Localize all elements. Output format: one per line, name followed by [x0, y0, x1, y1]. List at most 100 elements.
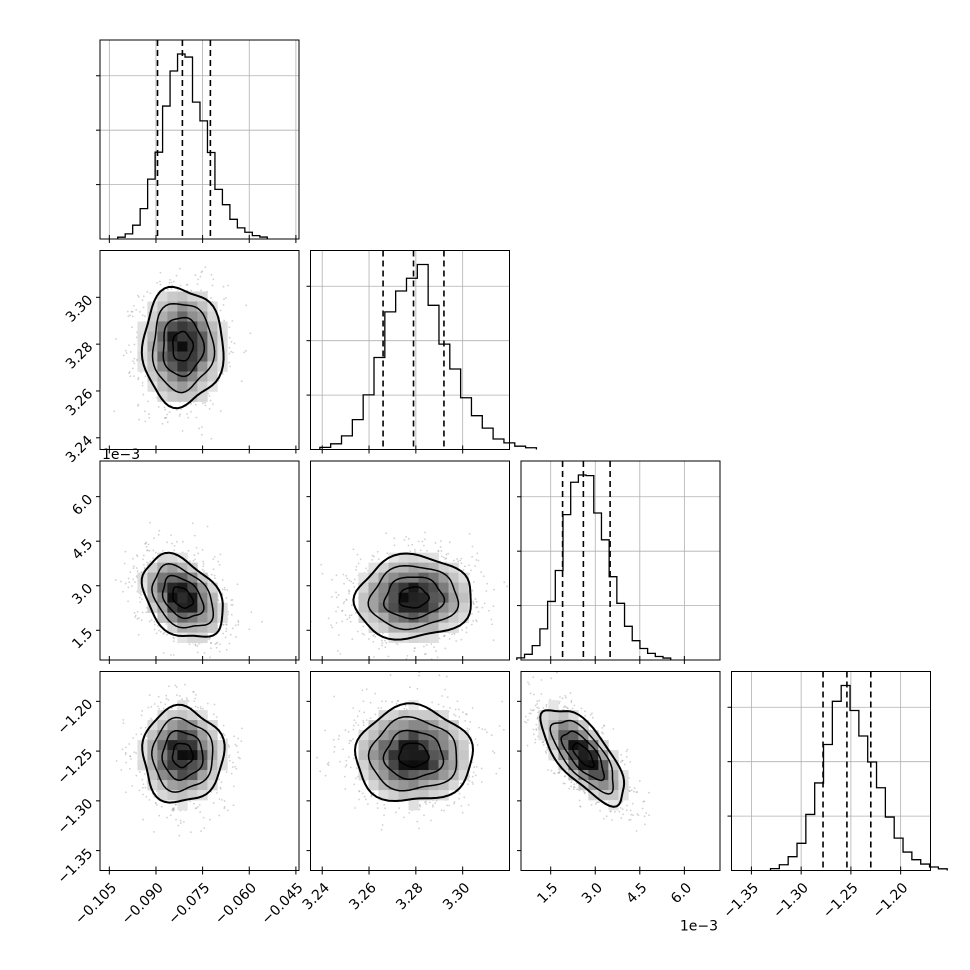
sample-point — [232, 351, 234, 354]
panel-content — [115, 683, 243, 837]
density-cell — [207, 341, 218, 352]
sample-point — [198, 643, 200, 645]
sample-point — [476, 606, 479, 609]
sample-point — [248, 628, 251, 631]
sample-point — [166, 413, 169, 416]
sample-point — [202, 816, 205, 819]
sample-point — [350, 614, 353, 616]
sample-point — [225, 623, 228, 626]
sample-point — [493, 588, 495, 591]
sample-point — [475, 620, 478, 623]
sample-point — [223, 800, 226, 802]
sample-point — [239, 757, 241, 760]
sample-point — [235, 745, 238, 747]
density-cell — [448, 572, 459, 583]
density-cell — [428, 552, 439, 563]
sample-point — [149, 292, 152, 295]
sample-point — [153, 795, 156, 798]
contour-line — [151, 302, 216, 394]
sample-point — [148, 416, 151, 419]
sample-point — [232, 761, 234, 764]
sample-point — [381, 644, 383, 647]
sample-point — [221, 373, 224, 375]
sample-point — [137, 633, 140, 636]
density-cell — [197, 582, 208, 593]
sample-point — [141, 786, 144, 789]
density-cell — [167, 291, 178, 302]
sample-point — [343, 600, 346, 603]
density-cell — [187, 572, 198, 583]
sample-point — [361, 632, 364, 635]
density-cell — [167, 622, 178, 633]
sample-point — [194, 807, 197, 810]
sample-point — [440, 555, 443, 558]
density-cell — [368, 612, 379, 623]
sample-point — [243, 351, 246, 354]
sample-point — [128, 371, 131, 373]
sample-point — [468, 533, 471, 535]
sample-point — [142, 818, 145, 821]
density-cell — [157, 371, 168, 382]
density-cell — [187, 582, 198, 593]
sample-point — [210, 437, 213, 440]
sample-point — [175, 686, 178, 688]
sample-point — [237, 621, 240, 624]
density-cell — [167, 391, 178, 402]
sample-point — [339, 653, 342, 655]
histogram-step — [117, 53, 268, 239]
sample-point — [149, 560, 152, 563]
sample-point — [171, 464, 173, 466]
sample-point — [186, 283, 189, 286]
density-cell — [187, 321, 198, 332]
sample-point — [230, 613, 233, 616]
sample-point — [164, 408, 167, 411]
sample-point — [209, 641, 212, 644]
density-cell — [187, 361, 198, 372]
density-cell — [438, 612, 449, 623]
sample-point — [172, 636, 175, 639]
sample-point — [142, 393, 145, 396]
density-cell — [167, 381, 178, 392]
density-cell — [378, 622, 389, 633]
sample-point — [223, 319, 226, 322]
density-cell — [187, 632, 198, 643]
sample-point — [423, 653, 426, 656]
density-cell — [167, 361, 178, 372]
density-cell — [378, 612, 389, 623]
sample-point — [462, 568, 465, 571]
density-cell — [388, 582, 399, 593]
sample-point — [129, 755, 132, 758]
sample-point — [350, 580, 353, 583]
density-cell — [408, 612, 419, 623]
sample-point — [407, 544, 410, 547]
density-cell — [157, 552, 168, 563]
sample-point — [228, 361, 231, 364]
sample-point — [321, 572, 324, 575]
sample-point — [245, 304, 248, 307]
sample-point — [236, 583, 239, 586]
density-cell — [147, 321, 158, 332]
sample-point — [343, 582, 345, 585]
x-tick-label: −1.30 — [770, 880, 812, 922]
sample-point — [201, 426, 203, 429]
sample-point — [159, 701, 162, 704]
sample-point — [221, 798, 223, 801]
density-cell — [368, 602, 379, 613]
sample-point — [129, 314, 131, 317]
density-cell — [147, 572, 158, 583]
sample-point — [145, 795, 148, 798]
sample-point — [155, 804, 158, 806]
density-cell — [197, 572, 208, 583]
sample-point — [211, 403, 214, 406]
density-cell — [388, 552, 399, 563]
sample-point — [162, 707, 165, 710]
density-cell — [167, 351, 178, 362]
sample-point — [442, 556, 445, 559]
sample-point — [228, 756, 230, 759]
sample-point — [200, 433, 203, 436]
histogram-step — [516, 474, 672, 660]
density-cell — [408, 552, 419, 563]
sample-point — [144, 410, 146, 413]
sample-point — [435, 650, 437, 652]
sample-point — [158, 814, 161, 817]
